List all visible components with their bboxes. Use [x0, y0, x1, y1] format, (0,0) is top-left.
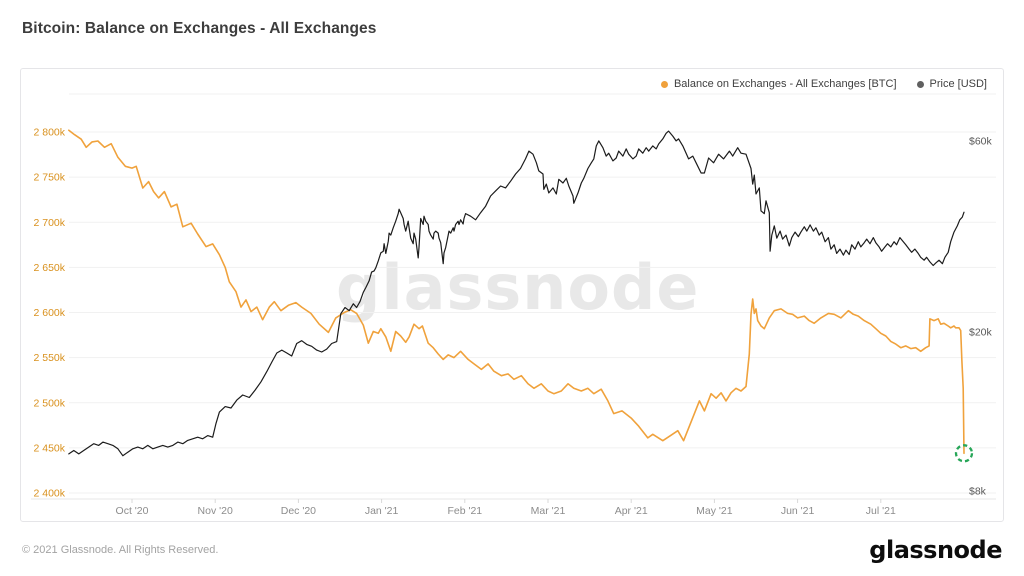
copyright-text: © 2021 Glassnode. All Rights Reserved. — [22, 544, 219, 556]
right-axis-tick-label: $60k — [969, 135, 993, 147]
x-axis-tick-label: Jun '21 — [781, 505, 815, 517]
last-point-marker-icon — [954, 444, 974, 463]
x-axis-tick-label: Mar '21 — [531, 505, 566, 517]
page-title: Bitcoin: Balance on Exchanges - All Exch… — [22, 20, 377, 37]
price-series-dot-icon — [916, 80, 924, 88]
legend-item-balance[interactable]: Balance on Exchanges - All Exchanges [BT… — [660, 78, 897, 90]
left-axis-tick-label: 2 750k — [33, 172, 65, 184]
chart-plot-area[interactable]: 2 800k 2 750k 2 700k 2 650k 2 600k 2 550k 2 50… — [21, 69, 1005, 523]
balance-series-dot-icon — [660, 80, 668, 88]
legend-label-price: Price [USD] — [929, 78, 987, 90]
x-axis-tick-label: Feb '21 — [447, 505, 482, 517]
x-axis-tick-label: Apr '21 — [615, 505, 648, 517]
x-axis-tick-label: May '21 — [696, 505, 733, 517]
left-axis-tick-label: 2 700k — [33, 217, 65, 229]
x-axis-tick-label: Jan '21 — [365, 505, 399, 517]
footer: © 2021 Glassnode. All Rights Reserved. g… — [0, 528, 1024, 572]
left-axis-tick-label: 2 450k — [33, 442, 65, 454]
x-axis-tick-label: Oct '20 — [116, 505, 149, 517]
chart-legend: Balance on Exchanges - All Exchanges [BT… — [660, 78, 987, 90]
left-axis-tick-label: 2 650k — [33, 262, 65, 274]
glassnode-logo[interactable]: glassnode — [869, 536, 1002, 564]
glassnode-watermark: glassnode — [336, 251, 700, 324]
legend-label-balance: Balance on Exchanges - All Exchanges [BT… — [673, 78, 897, 90]
left-axis-tick-label: 2 550k — [33, 352, 65, 364]
balance-series-line — [68, 129, 965, 455]
right-axis-tick-label: $20k — [969, 326, 993, 338]
chart-card: Balance on Exchanges - All Exchanges [BT… — [20, 68, 1004, 522]
legend-item-price[interactable]: Price [USD] — [916, 78, 987, 90]
x-axis-tick-label: Dec '20 — [281, 505, 316, 517]
price-series-line — [68, 130, 965, 457]
right-axis-tick-label: $8k — [969, 486, 987, 498]
left-axis-tick-label: 2 500k — [33, 397, 65, 409]
left-axis-tick-label: 2 800k — [33, 127, 65, 139]
x-axis-tick-label: Jul '21 — [866, 505, 896, 517]
left-axis-tick-label: 2 400k — [33, 488, 65, 500]
x-axis-tick-label: Nov '20 — [198, 505, 233, 517]
left-axis-tick-label: 2 600k — [33, 307, 65, 319]
